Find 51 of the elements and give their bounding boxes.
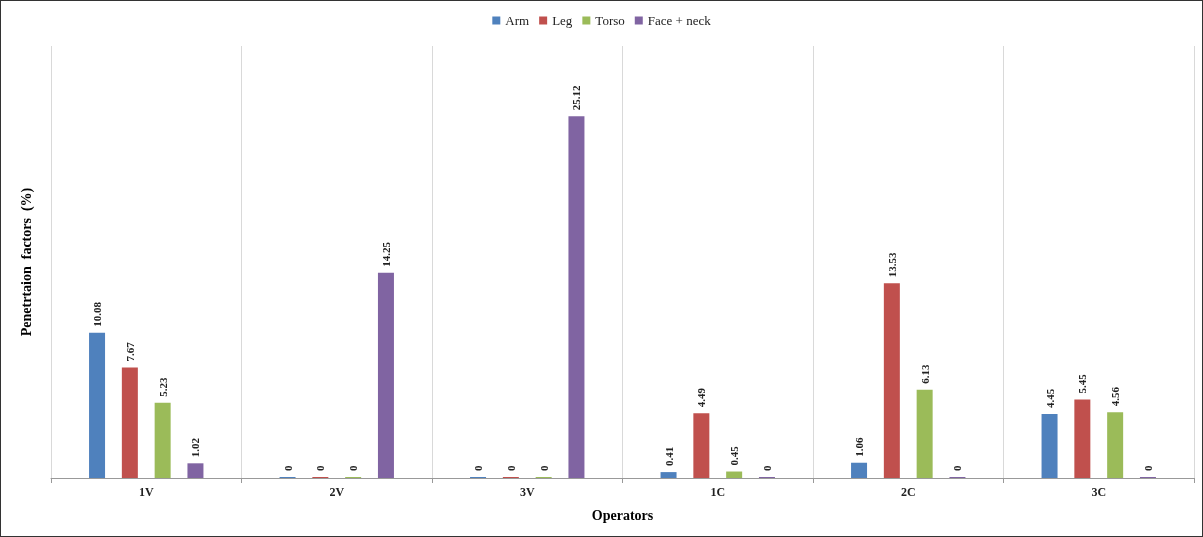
data-label: 5.45 bbox=[1076, 373, 1089, 394]
bar bbox=[726, 471, 743, 478]
data-label: 0 bbox=[537, 465, 550, 471]
data-label: 4.45 bbox=[1043, 388, 1056, 408]
bar bbox=[1107, 412, 1124, 478]
data-label: 0 bbox=[472, 465, 485, 471]
bar bbox=[1041, 413, 1058, 478]
x-tick-label: 2V bbox=[329, 485, 345, 499]
bar bbox=[1074, 399, 1091, 478]
data-label: 10.08 bbox=[91, 301, 104, 327]
data-label: 5.23 bbox=[156, 376, 169, 397]
data-label: 1.02 bbox=[189, 437, 202, 458]
x-tick-label: 1C bbox=[710, 485, 726, 499]
data-label: 0 bbox=[281, 465, 294, 471]
x-tick-label: 3C bbox=[1091, 485, 1107, 499]
data-label: 0 bbox=[314, 465, 327, 471]
bar bbox=[568, 116, 585, 478]
bar bbox=[883, 283, 900, 478]
data-label: 7.67 bbox=[123, 341, 136, 362]
y-axis-title: Penetrtaion factors (%) bbox=[18, 187, 35, 337]
data-label: 0.41 bbox=[662, 446, 675, 467]
legend-label: Arm bbox=[505, 13, 530, 28]
data-label: 6.13 bbox=[918, 363, 931, 384]
data-label: 0 bbox=[504, 465, 517, 471]
bar bbox=[89, 332, 106, 478]
data-label: 1.06 bbox=[853, 436, 866, 457]
legend-label: Leg bbox=[552, 13, 573, 28]
bar bbox=[916, 389, 933, 478]
bar bbox=[851, 462, 868, 478]
legend-label: Face + neck bbox=[647, 13, 712, 28]
bar bbox=[154, 402, 171, 478]
data-label: 4.49 bbox=[695, 387, 708, 408]
bar bbox=[377, 272, 394, 478]
data-label: 25.12 bbox=[570, 85, 583, 111]
x-tick-label: 3V bbox=[519, 485, 535, 499]
data-label: 14.25 bbox=[379, 241, 392, 267]
data-label: 0 bbox=[347, 465, 360, 471]
bar bbox=[121, 367, 138, 478]
data-label: 0 bbox=[760, 465, 773, 471]
bar bbox=[660, 472, 677, 478]
bar bbox=[693, 413, 710, 478]
data-label: 0.45 bbox=[728, 445, 741, 466]
data-label: 13.53 bbox=[885, 251, 898, 278]
x-tick-label: 2C bbox=[900, 485, 916, 499]
bar bbox=[187, 463, 204, 478]
x-tick-label: 1V bbox=[138, 485, 154, 499]
data-label: 0 bbox=[951, 465, 964, 471]
x-axis-title: Operators bbox=[591, 507, 654, 523]
data-label: 4.56 bbox=[1109, 386, 1122, 407]
legend-label: Torso bbox=[595, 13, 625, 28]
data-label: 0 bbox=[1141, 465, 1154, 471]
